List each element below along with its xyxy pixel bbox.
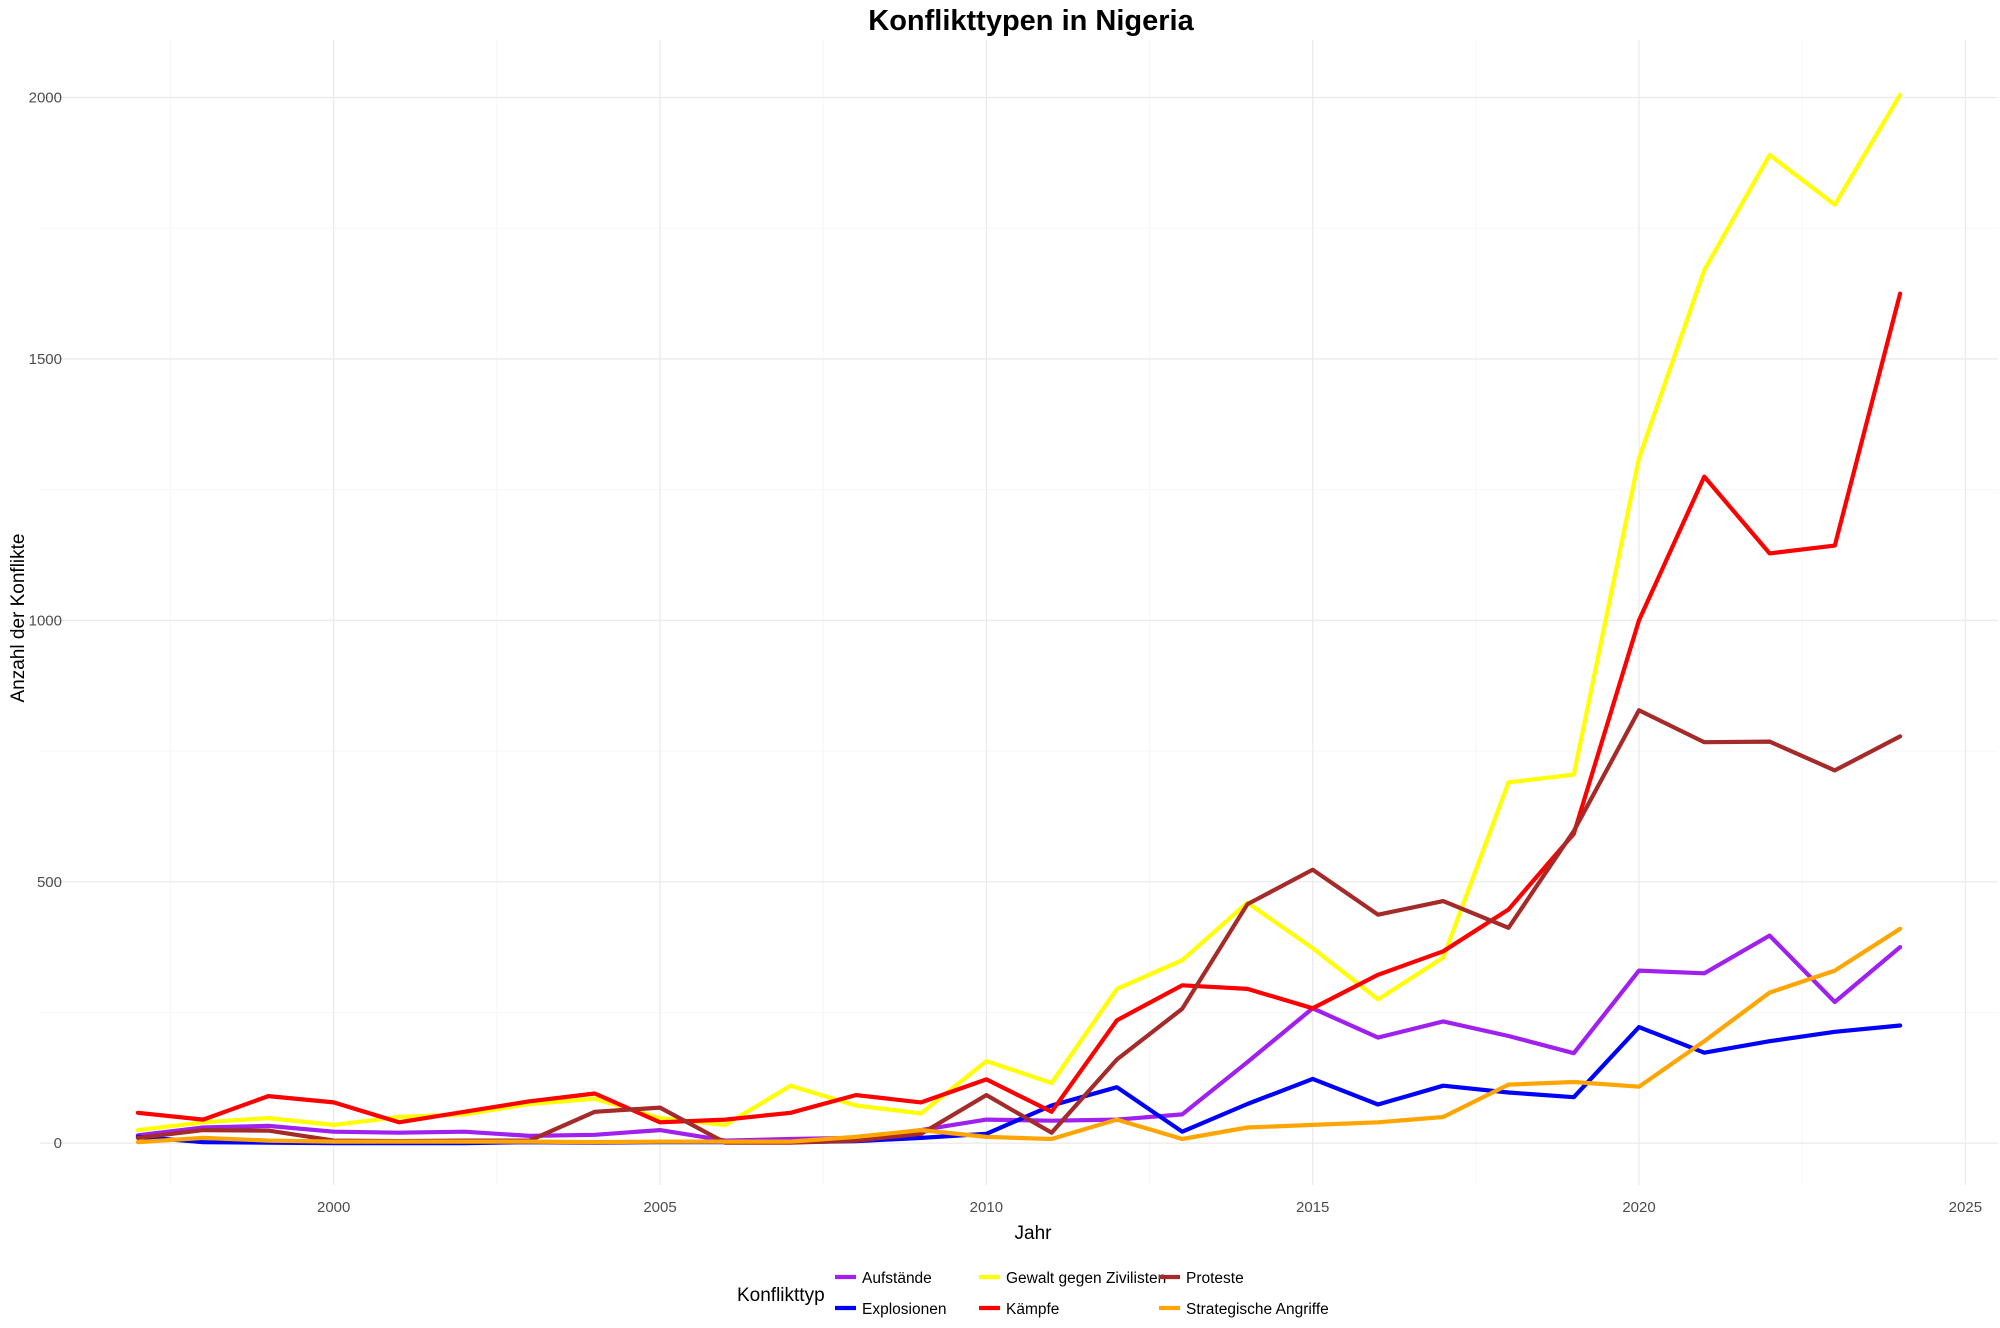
- x-tick-label: 2000: [317, 1199, 350, 1216]
- x-tick-label: 2020: [1622, 1199, 1655, 1216]
- x-tick-label: 2005: [643, 1199, 676, 1216]
- legend-label-strategische-angriffe: Strategische Angriffe: [1186, 1301, 1329, 1318]
- y-tick-label: 2000: [29, 90, 62, 107]
- y-tick-label: 1500: [29, 351, 62, 368]
- y-axis-title: Anzahl der Konflikte: [8, 534, 29, 703]
- x-tick-label: 2015: [1296, 1199, 1329, 1216]
- legend-title: Konflikttyp: [737, 1285, 825, 1306]
- legend-label-proteste: Proteste: [1186, 1270, 1244, 1287]
- legend-label-explosionen: Explosionen: [862, 1301, 946, 1318]
- legend-label-aufstaende: Aufstände: [862, 1270, 932, 1287]
- chart-title: Konflikttypen in Nigeria: [868, 5, 1194, 37]
- minor-gridlines: [40, 40, 1998, 1185]
- x-axis-title: Jahr: [1015, 1223, 1053, 1244]
- y-tick-label: 500: [37, 874, 62, 891]
- y-tick-label: 1000: [29, 612, 62, 629]
- series-line-kaempfe: [135, 291, 1903, 1125]
- legend: Konflikttyp Aufstände Explosionen Gewalt g…: [737, 1270, 1329, 1318]
- x-axis-tick-labels: 2000 2005 2010 2015 2020 2025: [317, 1199, 1982, 1216]
- series-lines: [135, 92, 1903, 1146]
- legend-label-gewalt-gegen-zivilisten: Gewalt gegen Zivilisten: [1006, 1270, 1166, 1287]
- y-axis-tick-labels: 0 500 1000 1500 2000: [29, 90, 62, 1153]
- series-line-strategische-angriffe: [135, 926, 1903, 1145]
- y-tick-label: 0: [54, 1135, 62, 1152]
- legend-label-kaempfe: Kämpfe: [1006, 1301, 1059, 1318]
- x-tick-label: 2025: [1949, 1199, 1982, 1216]
- x-tick-label: 2010: [970, 1199, 1003, 1216]
